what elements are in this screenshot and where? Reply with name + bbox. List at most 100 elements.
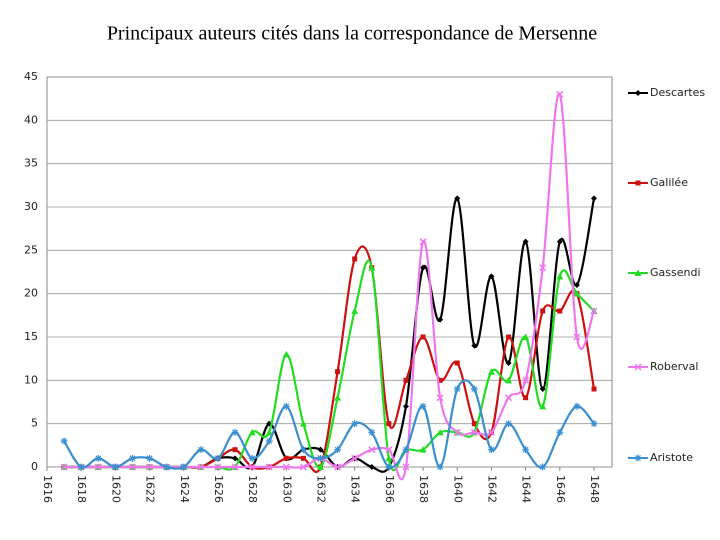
- marker: [368, 464, 375, 470]
- marker: [351, 454, 359, 462]
- marker: [419, 402, 427, 410]
- marker: [77, 463, 85, 471]
- marker: [522, 238, 529, 245]
- legend-label: Roberval: [650, 360, 698, 373]
- marker: [128, 463, 136, 471]
- legend-marker: [634, 269, 642, 276]
- marker: [146, 454, 154, 462]
- marker: [573, 282, 580, 288]
- marker: [265, 428, 273, 436]
- marker: [180, 463, 188, 471]
- marker: [505, 394, 513, 402]
- marker: [436, 428, 444, 436]
- legend-label: Gassendi: [650, 266, 701, 279]
- x-tick-label: 1632: [315, 475, 328, 503]
- marker: [248, 454, 256, 462]
- marker: [334, 463, 342, 471]
- legend-label: Descartes: [650, 86, 705, 99]
- marker: [487, 446, 495, 454]
- series-line: [63, 379, 595, 470]
- marker: [505, 360, 512, 366]
- marker: [556, 428, 564, 436]
- marker: [385, 446, 393, 454]
- marker: [403, 377, 409, 383]
- marker: [436, 394, 444, 402]
- x-tick-label: 1642: [485, 475, 498, 503]
- marker: [540, 308, 546, 314]
- marker: [214, 454, 222, 462]
- series-line: [64, 259, 595, 471]
- marker: [299, 446, 307, 454]
- x-tick-label: 1636: [383, 475, 396, 503]
- marker: [368, 446, 376, 454]
- marker: [539, 264, 547, 272]
- marker: [368, 264, 376, 271]
- marker: [232, 447, 238, 453]
- marker: [453, 428, 461, 436]
- marker: [368, 428, 376, 436]
- y-tick-label: 45: [24, 70, 38, 83]
- marker: [522, 446, 530, 454]
- marker: [231, 428, 239, 436]
- marker: [539, 402, 547, 410]
- y-tick-label: 30: [24, 200, 38, 213]
- marker: [557, 308, 563, 314]
- marker: [94, 454, 102, 462]
- marker: [402, 446, 410, 454]
- marker: [523, 395, 529, 401]
- marker: [522, 376, 530, 384]
- marker: [573, 333, 581, 341]
- marker: [385, 454, 393, 462]
- x-tick-label: 1622: [144, 475, 157, 503]
- plot-frame: [46, 76, 613, 468]
- marker: [385, 463, 393, 471]
- marker: [60, 437, 68, 445]
- marker: [300, 455, 306, 461]
- legend-label: Aristote: [650, 451, 693, 464]
- x-tick-label: 1620: [109, 475, 122, 503]
- marker: [111, 463, 119, 471]
- marker: [351, 420, 359, 428]
- marker: [94, 463, 102, 471]
- marker: [471, 421, 477, 427]
- marker: [420, 264, 427, 271]
- marker: [265, 437, 273, 445]
- y-tick-label: 5: [31, 417, 38, 430]
- x-tick-label: 1648: [588, 475, 601, 503]
- marker: [283, 455, 289, 461]
- x-tick-label: 1630: [280, 475, 293, 503]
- x-tick-label: 1626: [212, 475, 225, 503]
- marker: [299, 420, 307, 427]
- marker: [573, 290, 581, 297]
- marker: [454, 360, 460, 366]
- marker: [471, 342, 478, 349]
- marker: [299, 463, 307, 471]
- marker: [248, 463, 256, 471]
- marker: [163, 463, 171, 471]
- marker: [335, 369, 341, 375]
- x-tick-label: 1628: [246, 475, 259, 503]
- marker: [419, 446, 427, 453]
- y-tick-label: 35: [24, 157, 38, 170]
- marker: [282, 350, 290, 358]
- marker: [437, 316, 444, 323]
- y-tick-label: 15: [24, 330, 38, 343]
- marker: [265, 463, 273, 471]
- marker: [231, 463, 239, 471]
- marker: [419, 238, 427, 246]
- y-tick-label: 20: [24, 287, 38, 300]
- marker: [505, 420, 513, 428]
- marker: [505, 376, 513, 384]
- marker: [470, 428, 478, 436]
- marker: [487, 368, 495, 375]
- x-tick-label: 1644: [520, 475, 533, 503]
- marker: [453, 385, 461, 393]
- y-tick-label: 10: [24, 373, 38, 386]
- marker: [60, 463, 68, 471]
- marker: [487, 428, 495, 436]
- marker: [334, 446, 342, 454]
- marker: [556, 272, 564, 280]
- marker: [470, 385, 478, 393]
- x-tick-label: 1634: [349, 475, 362, 503]
- marker: [556, 90, 564, 98]
